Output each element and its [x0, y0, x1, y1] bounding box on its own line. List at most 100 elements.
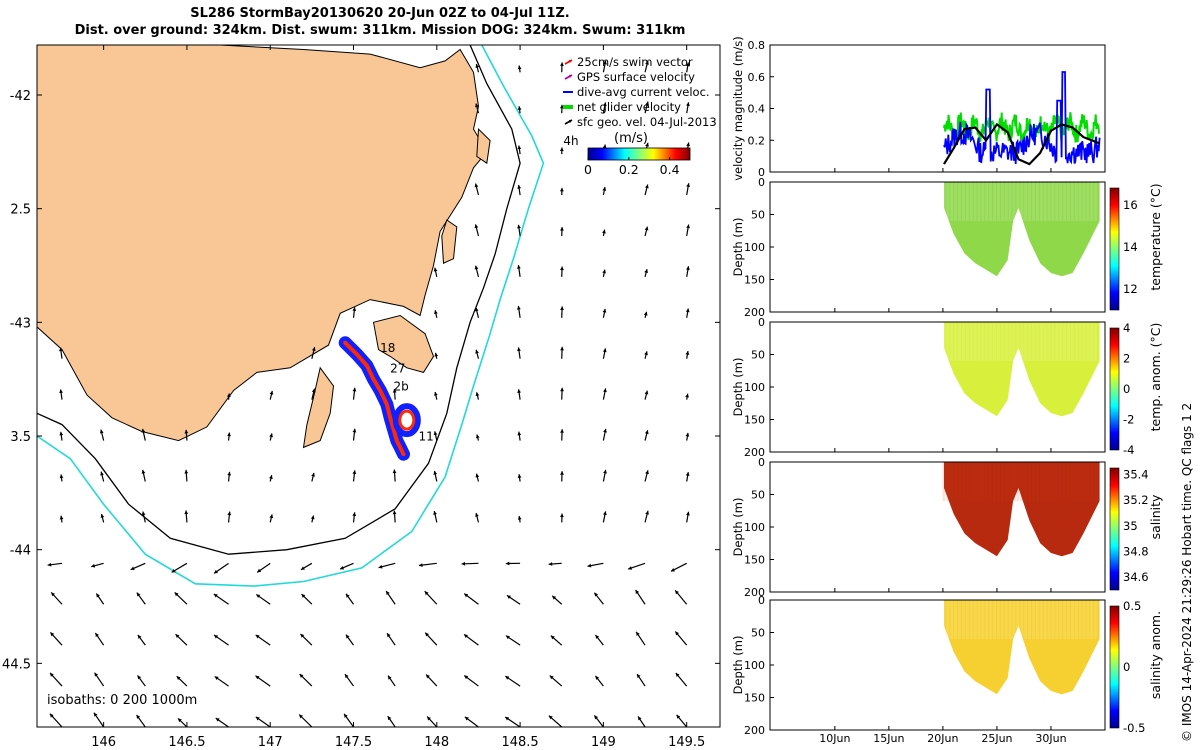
geo-velocity-arrow: [418, 562, 437, 568]
geo-velocity-arrow: [463, 593, 479, 605]
geo-velocity-arrow: [560, 306, 564, 318]
geo-velocity-arrow: [184, 510, 189, 523]
geo-arrow-head: [644, 390, 649, 395]
geo-arrow-head: [603, 469, 607, 474]
geo-velocity-arrow: [214, 675, 229, 687]
geo-arrow-head: [517, 515, 522, 520]
geo-arrow-head: [560, 266, 564, 271]
geo-arrow-head: [595, 634, 600, 639]
geo-arrow-head: [548, 562, 553, 566]
geo-arrow-head: [269, 514, 274, 519]
panel-colorbar-label: salinity anom.: [1148, 611, 1163, 699]
geo-velocity-arrow: [643, 311, 648, 318]
geo-arrow-head: [560, 227, 564, 231]
isobath-200: [37, 45, 521, 555]
title-line-2: Dist. over ground: 324km. Dist. swum: 31…: [74, 23, 686, 38]
geo-arrow-head: [550, 635, 555, 640]
geo-velocity-arrow: [644, 470, 649, 482]
geo-arrow-head: [310, 515, 315, 520]
legend-swatch-head: [569, 120, 572, 123]
geo-arrow-head: [602, 308, 607, 313]
panel-colorbar-tick-label: 2: [1123, 352, 1130, 366]
geo-velocity-arrow: [560, 266, 564, 277]
geo-velocity-arrow: [685, 350, 690, 359]
geo-velocity-arrow: [100, 471, 105, 482]
geo-arrow-head: [59, 515, 64, 520]
geo-velocity-arrow: [352, 307, 357, 318]
geo-arrow-head: [559, 187, 564, 192]
panel-colorbar-tick-label: 34.6: [1123, 570, 1149, 584]
geo-velocity-arrow: [517, 106, 522, 114]
map-ytick-label: 2.5: [10, 203, 31, 218]
geo-arrow-head: [388, 675, 392, 680]
geo-velocity-arrow: [177, 717, 188, 727]
geo-arrow-head: [594, 592, 599, 597]
geo-arrow-head: [352, 512, 357, 517]
panel-colorbar-tick-label: 0: [1123, 382, 1130, 396]
geo-arrow-head: [685, 432, 690, 437]
geo-arrow-head: [136, 592, 141, 597]
geo-arrow-head: [59, 347, 63, 352]
track-loop-blue: [392, 403, 421, 438]
geo-arrow-head: [255, 716, 260, 721]
geo-velocity-arrow: [644, 101, 649, 114]
geo-velocity-arrow: [602, 308, 607, 318]
geo-velocity-arrow: [635, 631, 646, 646]
geo-arrow-head: [475, 64, 480, 68]
credit-text: © IMOS 14-Apr-2024 21:29:26 Hobart time.…: [1180, 402, 1194, 742]
geo-arrow-head: [602, 102, 607, 107]
geo-arrow-head: [675, 672, 680, 677]
geo-arrow-head: [255, 634, 260, 639]
geo-arrow-head: [137, 634, 142, 639]
geo-velocity-arrow: [141, 469, 146, 482]
land-tasman-peninsula: [372, 314, 435, 373]
geo-arrow-head: [392, 389, 397, 393]
depth-ytick-label: 0: [758, 176, 765, 189]
depth-ytick-label: 200: [744, 446, 765, 459]
geo-arrow-head: [176, 676, 181, 681]
geo-arrow-head: [505, 676, 510, 680]
geo-arrow-head: [345, 593, 350, 598]
legend-label: dive-avg current veloc.: [577, 85, 710, 99]
geo-arrow-head: [686, 183, 691, 188]
geo-velocity-arrow: [433, 267, 438, 278]
geo-arrow-head: [255, 675, 260, 680]
geo-arrow-head: [560, 346, 564, 351]
geo-velocity-arrow: [343, 713, 354, 727]
geo-velocity-arrow: [344, 673, 354, 687]
geo-arrow-head: [548, 715, 553, 720]
velocity-ytick-label: 0.8: [748, 39, 766, 52]
geo-velocity-arrow: [587, 562, 604, 568]
depth-ytick-label: 0: [758, 594, 765, 607]
geo-velocity-arrow: [644, 184, 649, 196]
geo-velocity-arrow: [464, 716, 479, 727]
panel-colorbar-label: salinity: [1148, 494, 1163, 539]
geo-arrow-head: [685, 62, 690, 67]
geo-velocity-arrow: [549, 675, 563, 687]
depth-ylabel: Depth (m): [731, 636, 745, 695]
geo-velocity-arrow: [685, 432, 690, 441]
geo-arrow-head: [141, 428, 146, 433]
depth-section-fill: [943, 600, 1100, 695]
depth-ytick-label: 150: [744, 692, 765, 705]
geo-velocity-arrow: [99, 429, 105, 441]
geo-arrow-head: [686, 511, 690, 516]
panel-colorbar-tick-label: -0.5: [1123, 721, 1145, 735]
geo-velocity-arrow: [311, 472, 315, 482]
geo-arrow-head: [475, 513, 479, 517]
geo-velocity-arrow: [670, 562, 687, 572]
swim-vector-track: [343, 340, 406, 457]
geo-velocity-arrow: [311, 388, 316, 400]
geo-arrow-head: [387, 633, 391, 638]
geo-arrow-head: [99, 429, 104, 434]
geo-arrow-head: [301, 594, 306, 598]
colorbar-tick-label: 0.4: [660, 162, 680, 177]
geo-arrow-head: [628, 566, 633, 570]
time-xtick-label: 30Jun: [1035, 732, 1066, 745]
geo-velocity-arrow: [644, 268, 649, 278]
depth-ylabel: Depth (m): [731, 358, 745, 417]
geo-arrow-head: [392, 469, 397, 474]
geo-arrow-head: [685, 308, 690, 313]
geo-velocity-arrow: [269, 433, 273, 441]
geo-arrow-head: [637, 674, 641, 679]
